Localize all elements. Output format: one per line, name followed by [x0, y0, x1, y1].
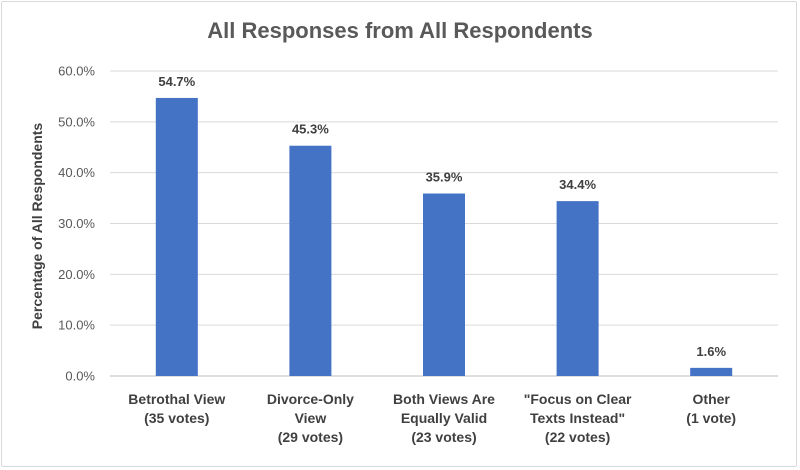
y-tick-label: 0.0%	[65, 369, 95, 384]
data-label: 35.9%	[426, 170, 463, 185]
bar	[289, 145, 332, 376]
bar	[556, 201, 599, 376]
x-category-label: Betrothal View (35 votes)	[128, 391, 225, 426]
x-category-label: Divorce-Only View (29 votes)	[267, 391, 354, 445]
y-tick-label: 60.0%	[58, 64, 95, 79]
y-tick-label: 50.0%	[58, 114, 95, 129]
y-axis-title: Percentage of All Respondents	[29, 123, 45, 330]
x-category-label: Both Views Are Equally Valid (23 votes)	[393, 391, 495, 445]
bar	[155, 97, 198, 377]
x-category-label: "Focus on Clear Texts Instead" (22 votes)	[524, 391, 632, 445]
x-category-label: Other (1 vote)	[686, 391, 736, 426]
bars	[155, 97, 733, 377]
y-tick-label: 20.0%	[58, 267, 95, 282]
bar	[690, 367, 733, 376]
bar	[423, 193, 465, 376]
y-axis: 0.0% 10.0% 20.0% 30.0% 40.0% 50.0% 60.0%	[58, 64, 95, 384]
chart-title: All Responses from All Respondents	[207, 18, 593, 43]
data-label: 1.6%	[696, 344, 726, 359]
y-tick-label: 40.0%	[58, 165, 95, 180]
x-axis-categories: Betrothal View (35 votes) Divorce-Only View…	[128, 391, 736, 445]
y-tick-label: 10.0%	[58, 318, 95, 333]
data-label: 45.3%	[292, 122, 329, 137]
data-labels: 54.7% 45.3% 35.9% 34.4% 1.6%	[158, 74, 726, 359]
data-label: 34.4%	[559, 177, 596, 192]
data-label: 54.7%	[158, 74, 195, 89]
y-tick-label: 30.0%	[58, 216, 95, 231]
